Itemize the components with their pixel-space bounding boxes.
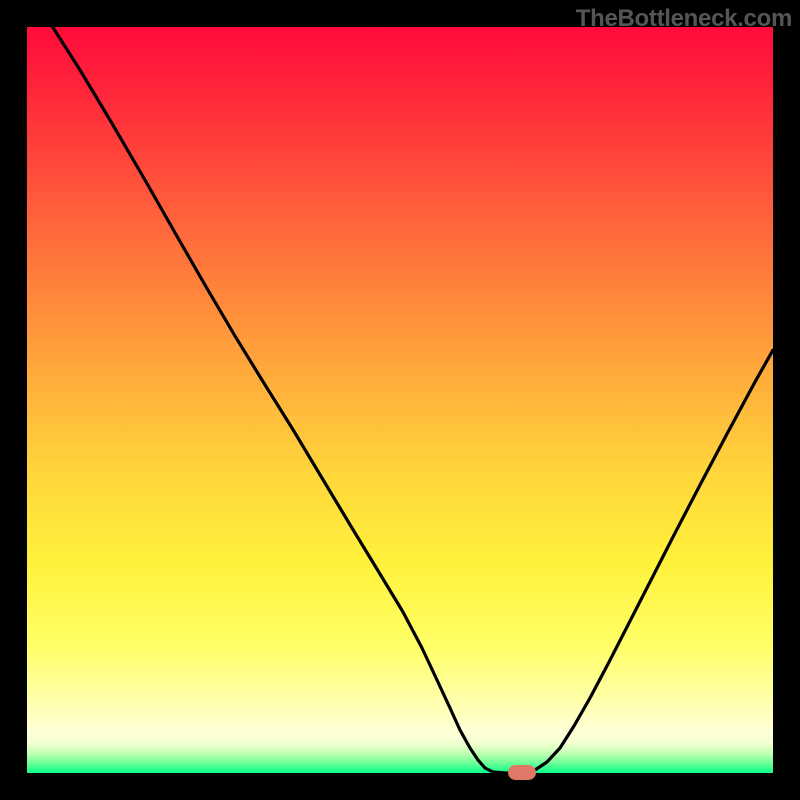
watermark-label: TheBottleneck.com [576, 5, 792, 33]
chart-container: TheBottleneck.com [0, 0, 800, 800]
bottleneck-curve [0, 0, 800, 800]
optimal-marker [508, 765, 536, 780]
